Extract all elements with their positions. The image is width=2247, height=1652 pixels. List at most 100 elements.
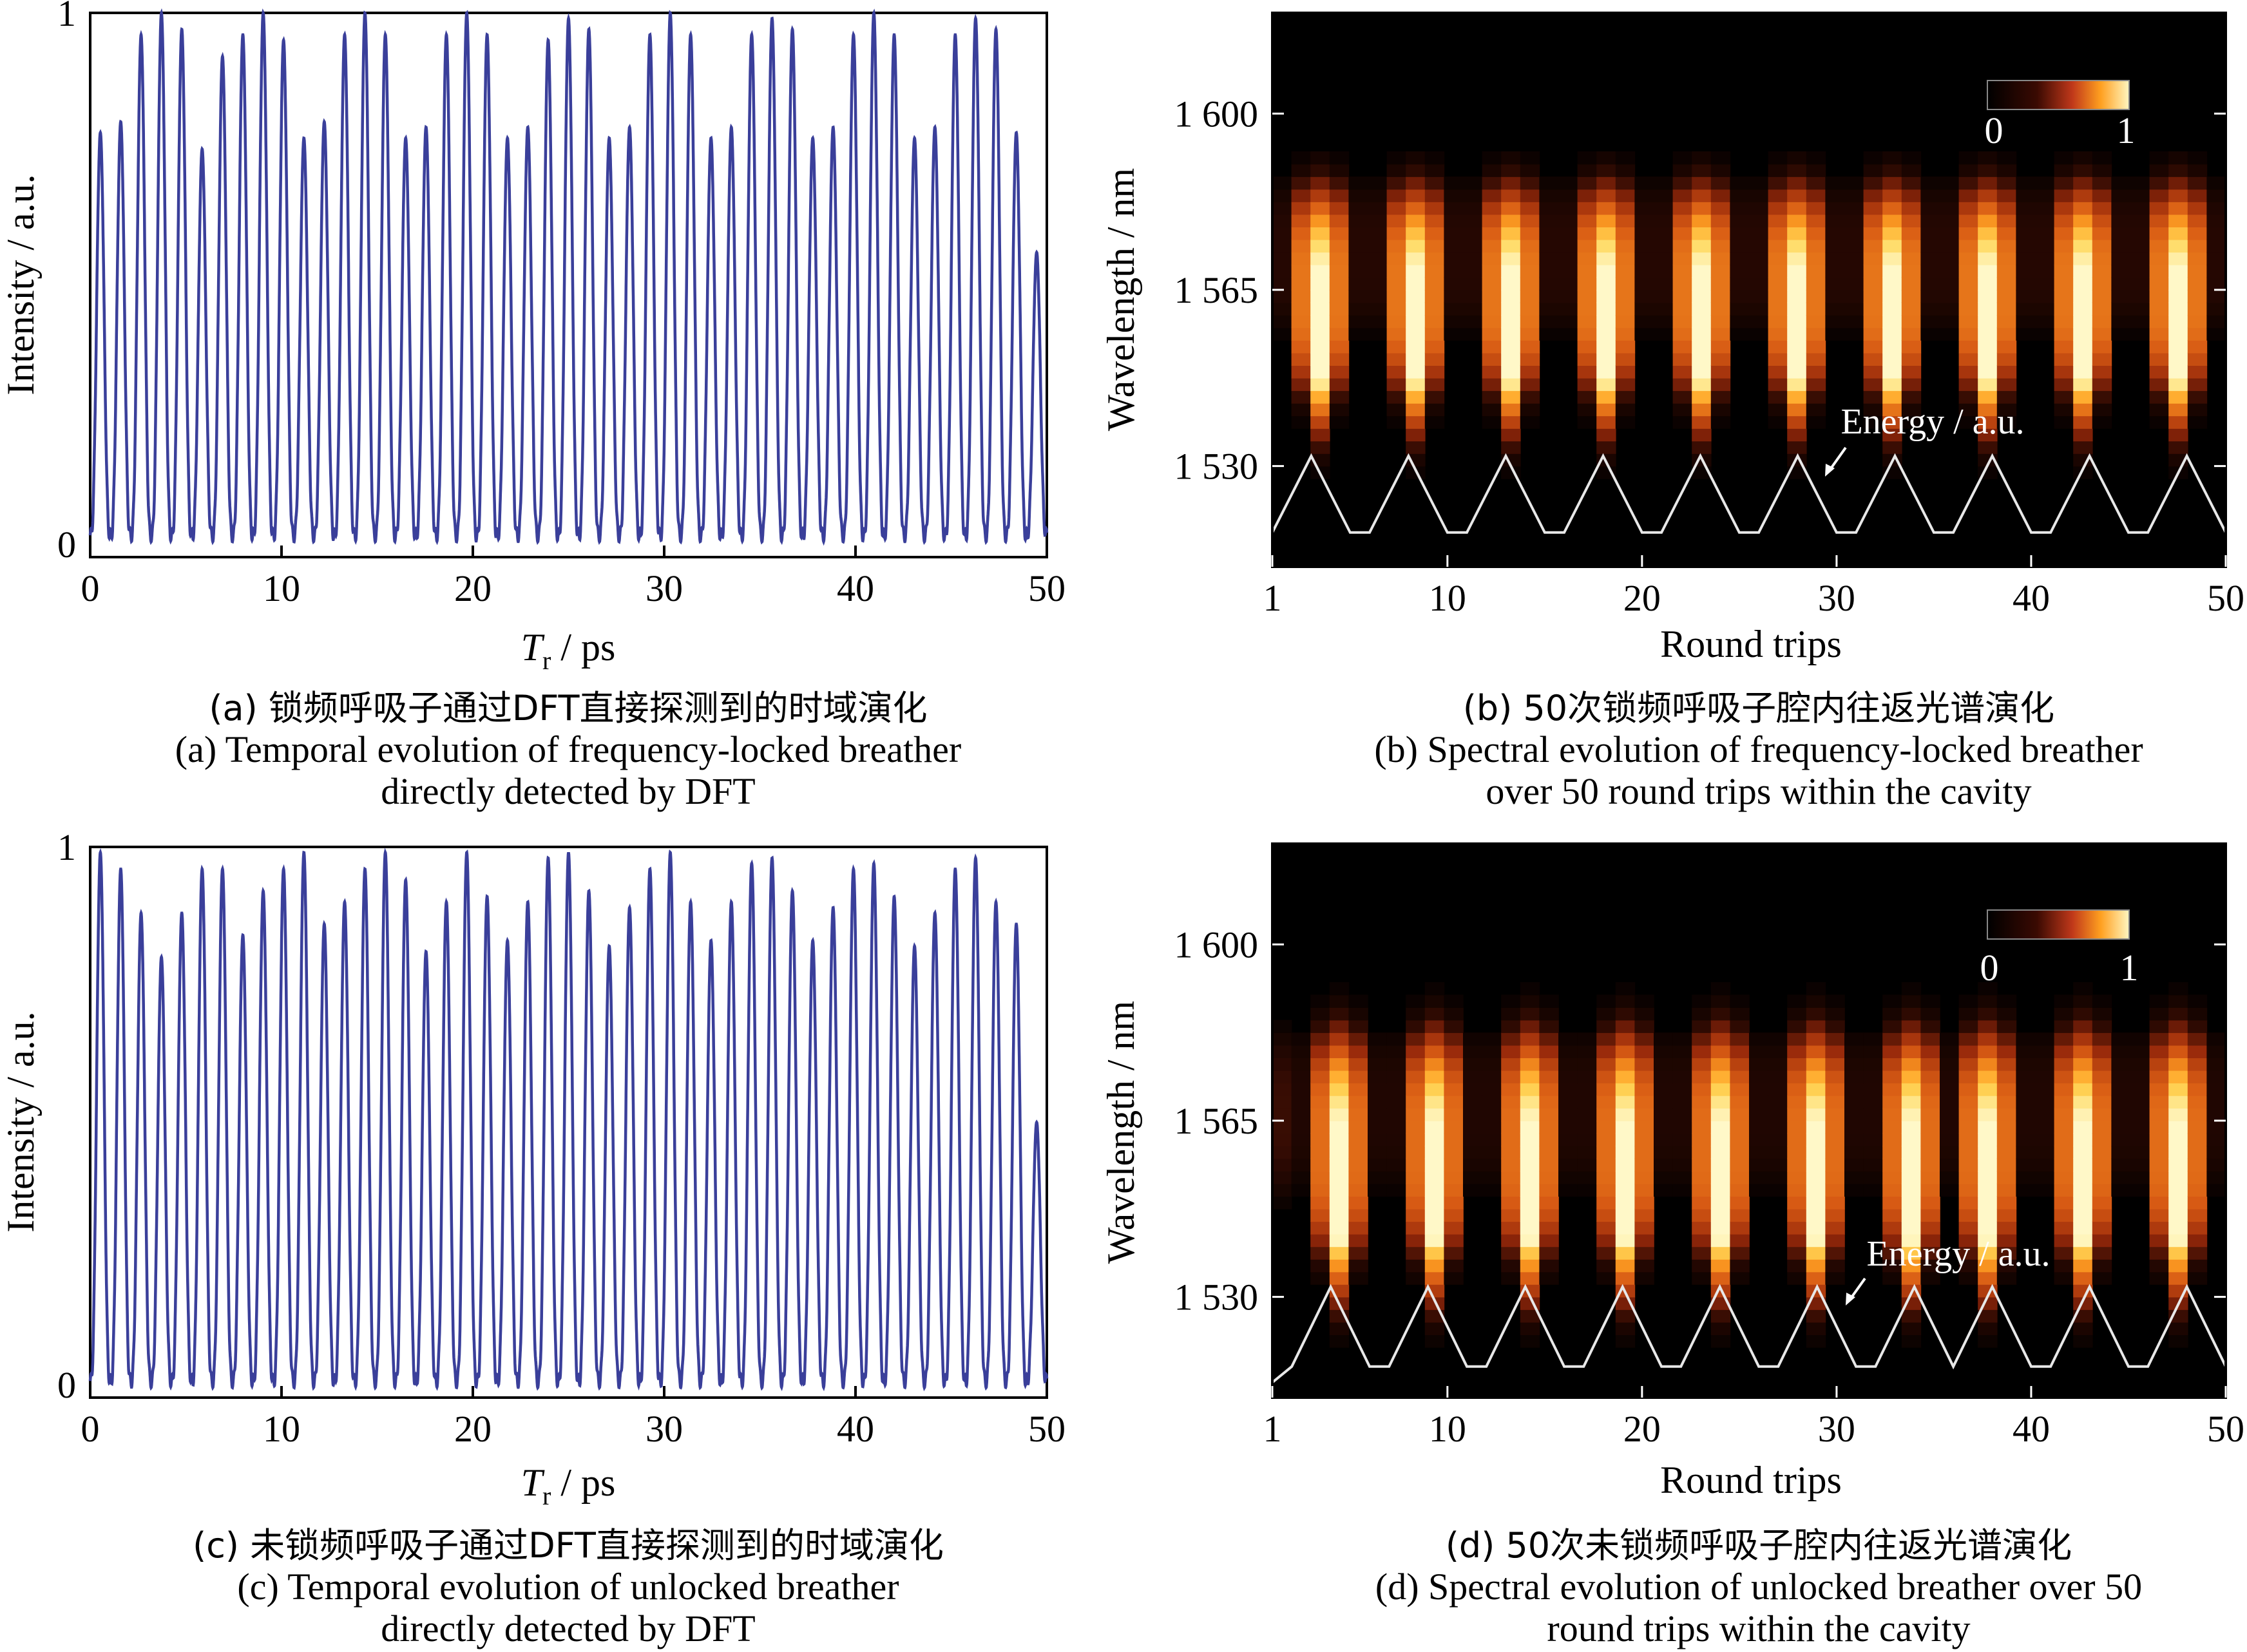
panel-b-heat-cell [1539, 202, 1559, 215]
panel-d-heat-cell [1730, 1083, 1750, 1096]
panel-b-heat-cell [1901, 290, 1922, 303]
panel-b-heat-cell [1291, 214, 1311, 227]
panel-b-heat-cell [1958, 164, 1978, 177]
panel-b-heat-cell [1348, 290, 1368, 303]
panel-b-heat-cell [1692, 441, 1712, 454]
panel-b-heat-cell [1329, 352, 1350, 366]
panel-d-heat-cell [1825, 1183, 1845, 1197]
panel-b-heat-cell [1940, 302, 1960, 316]
panel-d-heat-cell [1596, 1233, 1616, 1248]
panel-b-heat-cell [1787, 189, 1807, 202]
panel-b-heat-cell [2168, 264, 2188, 278]
panel-d-heat-cell [2073, 1121, 2093, 1134]
panel-b-heat-cell [1710, 315, 1731, 328]
panel-b-heat-cell [2187, 176, 2208, 190]
panel-d-heat-cell [1710, 1020, 1731, 1033]
panel-b-heat-cell [1329, 277, 1350, 290]
panel-b-heat-cell [1901, 176, 1922, 190]
panel-b-heat-cell [1539, 189, 1559, 202]
panel-b-heat-cell [1444, 202, 1464, 215]
panel-b-heat-cell [1978, 264, 1998, 278]
panel-b-heat-cell [2054, 403, 2074, 417]
panel-b-heat-cell [1692, 227, 1712, 240]
panel-b-heat-cell [2073, 176, 2093, 190]
panel-d-heat-cell [1424, 1095, 1445, 1109]
panel-d-heat-cell [1710, 1007, 1731, 1021]
panel-b-heat-cell [1482, 202, 1502, 215]
panel-b-heat-cell [1882, 277, 1902, 290]
panel-d-heat-cell [2149, 1007, 2169, 1021]
panel-d-heat-cell [1825, 1045, 1845, 1058]
panel-d-heat-cell [1577, 1171, 1597, 1184]
panel-d-heat-cell [1482, 1183, 1502, 1197]
panel-d-heat-cell [1501, 1007, 1521, 1021]
panel-b-heat-cell [1901, 202, 1922, 215]
panel-d-heat-cell [2111, 1121, 2131, 1134]
panel-d-heat-cell [2054, 1045, 2074, 1058]
panel-d-heat-cell [1348, 1146, 1368, 1159]
panel-c-caption-en-1: (c) Temporal evolution of unlocked breat… [237, 1566, 899, 1608]
panel-d-heat-cell [1501, 1095, 1521, 1109]
panel-d-heat-cell [2130, 1171, 2150, 1184]
panel-b-heat-cell [1978, 340, 1998, 354]
panel-d-heat-cell [1768, 1183, 1788, 1197]
panel-b-heat-cell [1901, 365, 1922, 379]
panel-d-heat-cell [1920, 1020, 1940, 1033]
panel-d-heat-cell [1520, 1133, 1540, 1146]
panel-d-heat-cell [1749, 1032, 1769, 1046]
panel-b-heat-cell [1577, 340, 1597, 354]
panel-b-heat-cell [2092, 390, 2112, 404]
panel-b-heat-cell [1406, 252, 1426, 265]
panel-d-heat-cell [1348, 1020, 1368, 1033]
panel-d-heat-cell [1368, 1058, 1388, 1071]
panel-b-heat-cell [1368, 176, 1388, 190]
panel-b-caption-cn: (b) 50次锁频呼吸子腔内往返光谱演化 [1463, 688, 2054, 728]
panel-b-heat-cell [1386, 390, 1406, 404]
panel-b-heat-cell [1672, 214, 1692, 227]
panel-d-heat-cell [1444, 1259, 1464, 1273]
panel-b-heat-cell [1386, 302, 1406, 316]
panel-d-heat-cell [1787, 1171, 1807, 1184]
panel-d-heat-cell [2168, 1045, 2188, 1058]
panel-d-heat-cell [1844, 1158, 1864, 1172]
panel-d-heat-cell [2035, 1108, 2055, 1121]
panel-b-heat-cell [1787, 327, 1807, 341]
panel-b-heat-cell [1749, 202, 1769, 215]
panel-c-caption-cn: (c) 未锁频呼吸子通过DFT直接探测到的时域演化 [193, 1525, 944, 1566]
panel-d-heat-cell [1424, 1070, 1445, 1084]
panel-b-heat-cell [1634, 239, 1654, 253]
panel-d-heat-cell [1406, 1070, 1426, 1084]
panel-b-heat-cell [2016, 290, 2036, 303]
panel-d-heat-cell [2187, 1032, 2208, 1046]
panel-b-heat-cell [1863, 264, 1883, 278]
panel-b-heat-cell [1978, 352, 1998, 366]
panel-d-heat-cell [1730, 1158, 1750, 1172]
panel-b-heat-cell [1787, 277, 1807, 290]
panel-b-heat-cell [1424, 377, 1445, 392]
panel-d-heat-cell [1710, 1133, 1731, 1146]
panel-d-heat-cell [1329, 1208, 1350, 1222]
panel-b-heat-cell [2149, 302, 2169, 316]
panel-d-heat-cell [1444, 1171, 1464, 1184]
panel-b-heat-cell [2187, 290, 2208, 303]
panel-d-heat-cell [2092, 1133, 2112, 1146]
panel-b-heat-cell [1806, 189, 1826, 202]
panel-b-heat-cell [1444, 264, 1464, 278]
panel-b-heat-cell [2187, 277, 2208, 290]
panel-d-heat-cell [1978, 1171, 1998, 1184]
panel-b-heat-cell [2149, 315, 2169, 328]
panel-d-heat-cell [1424, 1208, 1445, 1222]
panel-d-heat-cell [1787, 1233, 1807, 1248]
panel-d-heat-cell [1386, 1158, 1406, 1172]
panel-b-heat-cell [1749, 277, 1769, 290]
panel-b-heat-cell [1596, 290, 1616, 303]
panel-b-heat-cell [2111, 315, 2131, 328]
panel-d-heat-cell [2149, 1271, 2169, 1285]
panel-d-heat-cell [1710, 1070, 1731, 1084]
panel-b-heat-cell [1940, 277, 1960, 290]
panel-d-heat-cell [2054, 1259, 2074, 1273]
panel-d-heat-cell [2073, 1322, 2093, 1335]
panel-b-heat-cell [1596, 415, 1616, 429]
panel-d-heat-cell [1615, 982, 1636, 996]
panel-d-heat-cell [1329, 1007, 1350, 1021]
